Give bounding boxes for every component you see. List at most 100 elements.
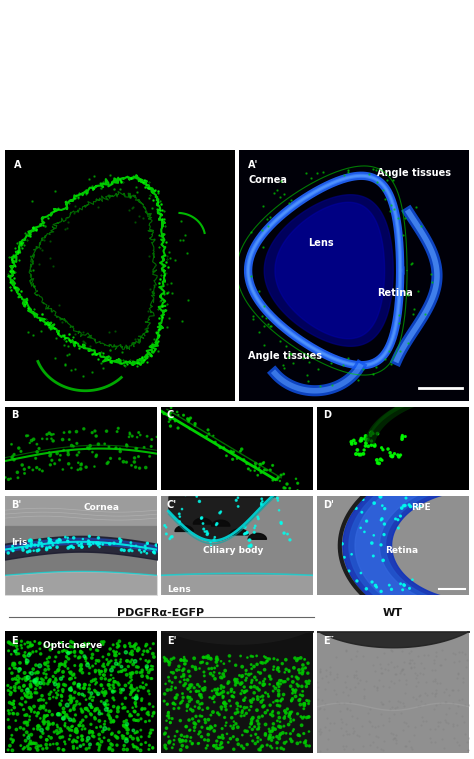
Point [19, 542, 27, 554]
Point [247, 681, 255, 693]
Point [147, 663, 155, 675]
Point [248, 723, 256, 735]
Point [214, 653, 221, 666]
Point [348, 710, 356, 722]
Point [46, 252, 54, 264]
Point [129, 724, 137, 736]
Point [109, 692, 117, 704]
Point [450, 657, 458, 669]
Point [275, 690, 283, 702]
Point [362, 430, 369, 442]
Point [238, 729, 246, 742]
Point [386, 447, 394, 459]
Point [343, 740, 350, 752]
Point [277, 728, 284, 740]
Point [45, 730, 53, 742]
Point [114, 641, 121, 653]
Point [173, 726, 181, 738]
Point [341, 169, 348, 181]
Point [313, 167, 321, 179]
Point [10, 454, 18, 466]
Point [139, 212, 147, 224]
Point [58, 725, 65, 737]
Point [348, 438, 356, 450]
Point [9, 698, 17, 710]
Point [289, 725, 297, 737]
Point [201, 669, 208, 682]
Point [385, 712, 392, 724]
Point [316, 745, 323, 757]
Point [399, 697, 407, 709]
Point [179, 315, 186, 327]
Point [221, 711, 228, 723]
Point [442, 683, 450, 695]
Point [180, 651, 188, 663]
Point [55, 646, 63, 658]
Point [230, 691, 237, 703]
Point [204, 650, 212, 662]
Point [116, 635, 123, 647]
Point [226, 694, 233, 707]
Point [94, 738, 102, 750]
Point [118, 543, 125, 556]
Point [285, 664, 293, 676]
Point [128, 667, 136, 679]
Point [177, 216, 185, 228]
Point [164, 706, 172, 718]
Point [207, 652, 214, 664]
Point [106, 712, 114, 724]
Point [209, 692, 216, 704]
Point [92, 704, 100, 716]
Point [305, 356, 313, 368]
Point [303, 711, 310, 723]
Point [246, 540, 253, 553]
Point [232, 718, 240, 730]
Point [406, 582, 413, 594]
Point [66, 647, 74, 659]
Point [347, 653, 355, 666]
Point [397, 665, 404, 677]
Point [38, 540, 46, 553]
Point [128, 545, 136, 557]
Point [44, 678, 52, 690]
Point [397, 578, 404, 590]
Point [265, 733, 273, 745]
Point [125, 677, 133, 689]
Point [24, 636, 32, 648]
Point [113, 731, 120, 743]
Point [261, 663, 268, 676]
Point [221, 665, 229, 677]
Point [94, 688, 102, 701]
Point [43, 543, 50, 556]
Point [299, 659, 307, 671]
Point [398, 433, 406, 446]
Point [162, 653, 170, 666]
Point [247, 696, 255, 708]
Point [184, 683, 192, 695]
Point [389, 729, 397, 741]
Point [232, 659, 239, 671]
Point [132, 726, 140, 739]
Point [81, 639, 89, 651]
Point [337, 722, 345, 734]
Point [171, 254, 179, 266]
Point [106, 537, 114, 550]
Point [246, 534, 254, 546]
Point [243, 707, 250, 720]
Point [422, 715, 430, 727]
Point [13, 635, 20, 647]
Point [50, 676, 57, 688]
Point [162, 521, 170, 534]
Point [261, 464, 268, 476]
Point [199, 518, 207, 530]
Point [37, 648, 45, 660]
Point [80, 640, 88, 652]
Point [267, 740, 274, 752]
Point [42, 658, 49, 670]
Point [128, 682, 136, 694]
Text: Retina: Retina [377, 288, 413, 298]
Point [307, 172, 315, 184]
Point [79, 326, 87, 338]
Point [31, 280, 38, 292]
Point [77, 645, 84, 657]
